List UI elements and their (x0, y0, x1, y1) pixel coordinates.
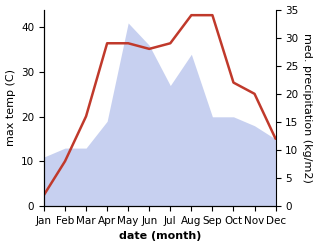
Y-axis label: max temp (C): max temp (C) (5, 69, 16, 146)
Y-axis label: med. precipitation (kg/m2): med. precipitation (kg/m2) (302, 33, 313, 183)
X-axis label: date (month): date (month) (119, 231, 201, 242)
